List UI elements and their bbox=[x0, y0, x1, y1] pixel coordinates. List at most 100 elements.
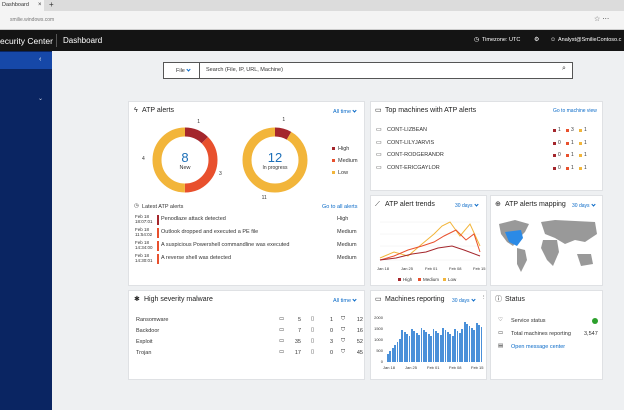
shape bbox=[517, 248, 527, 272]
report-bar bbox=[415, 333, 418, 362]
latest-title: Latest ATP alerts bbox=[142, 204, 184, 210]
donut-label: New bbox=[179, 165, 191, 171]
count-value: 3 bbox=[571, 127, 574, 133]
card-title: Top machines with ATP alerts bbox=[385, 107, 477, 114]
settings-icon[interactable]: ⚙ bbox=[534, 37, 540, 43]
left-nav bbox=[0, 51, 52, 410]
report-bar bbox=[403, 332, 406, 362]
card-icon: ϟ bbox=[134, 107, 138, 114]
count-swatch bbox=[579, 129, 582, 132]
alert-severity: Medium bbox=[337, 255, 357, 261]
report-bar bbox=[475, 323, 478, 362]
report-bar bbox=[444, 330, 447, 362]
latest-icon: ◷ bbox=[134, 203, 139, 209]
alert-time: 14:30:01 bbox=[135, 258, 153, 263]
close-tab[interactable]: × bbox=[38, 2, 42, 8]
range-dropdown[interactable]: 30 days bbox=[452, 298, 475, 304]
report-bar bbox=[471, 328, 473, 362]
legend-swatch bbox=[398, 278, 401, 281]
alert-text[interactable]: Penodlaze attack detected bbox=[161, 216, 226, 222]
alert-severity: Medium bbox=[337, 229, 357, 235]
collapse-icon[interactable]: ‹ bbox=[39, 56, 42, 63]
machine-name[interactable]: CONT-ERICGAYLOR bbox=[387, 164, 440, 171]
search-box[interactable] bbox=[163, 62, 573, 79]
machine-name[interactable]: CONT-LIZBEAN bbox=[387, 127, 428, 133]
malware-count: 45 bbox=[356, 350, 363, 356]
severity-bar bbox=[157, 228, 159, 238]
malware-name[interactable]: Ransomware bbox=[136, 317, 169, 323]
malware-icon: ⛉ bbox=[341, 327, 346, 333]
report-bar bbox=[396, 342, 399, 362]
machine-view-link[interactable]: Go to machine view bbox=[553, 108, 597, 114]
more-icon[interactable]: ⋮ bbox=[481, 295, 487, 301]
malware-icon: ⛉ bbox=[341, 316, 346, 322]
machine-name[interactable]: CONT-LILYJARVIS bbox=[387, 139, 435, 146]
report-bar bbox=[425, 332, 428, 362]
search-placeholder: Search (File, IP, URL, Machine) bbox=[206, 67, 283, 73]
report-bar bbox=[406, 334, 408, 362]
range-dropdown[interactable]: 30 days bbox=[455, 203, 478, 209]
range-dropdown[interactable]: All time bbox=[333, 109, 356, 116]
shape bbox=[541, 220, 597, 244]
search-filter[interactable]: File bbox=[176, 68, 190, 75]
donut-total: 8 bbox=[181, 150, 189, 165]
count-value: 1 bbox=[584, 139, 587, 146]
malware-count: 1 bbox=[329, 317, 333, 323]
malware-name[interactable]: Trojan bbox=[136, 350, 152, 356]
alert-text[interactable]: A reverse shell was detected bbox=[161, 255, 232, 261]
range-dropdown[interactable]: 30 days bbox=[572, 203, 595, 209]
x-tick-label: Jan 25 bbox=[405, 365, 418, 370]
count-swatch bbox=[553, 129, 556, 132]
url[interactable]: smilie.windows.com bbox=[10, 17, 55, 23]
report-bar bbox=[454, 329, 456, 362]
timezone[interactable]: Timezone: UTC bbox=[482, 37, 521, 43]
legend-label: Low bbox=[448, 277, 457, 282]
count-swatch bbox=[579, 166, 582, 170]
malware-name[interactable]: Backdoor bbox=[136, 328, 160, 334]
message-link[interactable]: Open message center bbox=[511, 344, 566, 350]
alert-text[interactable]: A suspicious Powershell commandline was … bbox=[161, 242, 290, 248]
search-separator bbox=[199, 62, 200, 79]
legend-label: Medium bbox=[338, 158, 358, 164]
shape bbox=[541, 240, 559, 266]
count-swatch bbox=[579, 141, 582, 145]
malware-icon: ▭ bbox=[279, 349, 285, 355]
malware-count: 3 bbox=[329, 339, 333, 345]
donut-value-label: 1 bbox=[197, 119, 201, 126]
expand-icon[interactable]: ⌄ bbox=[38, 96, 44, 102]
malware-icon: ▯ bbox=[311, 349, 315, 355]
alert-severity: High bbox=[337, 216, 349, 222]
malware-name[interactable]: Exploit bbox=[136, 339, 153, 345]
latest-link[interactable]: Go to all alerts bbox=[322, 204, 358, 210]
count-value: 1 bbox=[571, 139, 574, 146]
donut-label: In progress bbox=[262, 165, 288, 171]
total-icon: ▭ bbox=[498, 330, 504, 336]
x-tick-label: Jan 18 bbox=[377, 266, 390, 271]
alert-text[interactable]: Outlook dropped and executed a PE file bbox=[161, 229, 259, 235]
report-bar bbox=[408, 336, 411, 362]
report-bar bbox=[437, 333, 440, 362]
user-icon: ☺ bbox=[550, 37, 557, 43]
browser-icons[interactable]: ☆ ⋯ bbox=[594, 16, 610, 23]
new-tab[interactable]: + bbox=[49, 0, 54, 9]
malware-count: 0 bbox=[329, 328, 333, 334]
malware-count: 52 bbox=[356, 339, 363, 345]
card-title: High severity malware bbox=[144, 296, 213, 303]
count-value: 0 bbox=[558, 139, 561, 146]
malware-icon: ⛉ bbox=[341, 338, 346, 344]
report-bar bbox=[389, 351, 392, 362]
nav-active[interactable] bbox=[0, 52, 52, 69]
malware-count: 35 bbox=[294, 339, 301, 345]
report-bar bbox=[442, 328, 444, 362]
severity-bar bbox=[157, 215, 159, 225]
search-icon[interactable]: ⌕ bbox=[562, 65, 566, 72]
range-dropdown[interactable]: All time bbox=[333, 298, 356, 305]
tab[interactable] bbox=[0, 0, 44, 11]
x-tick-label: Feb 08 bbox=[449, 365, 462, 370]
user[interactable]: Analyst@SmilieContoso.c bbox=[558, 37, 622, 43]
malware-icon: ▯ bbox=[311, 316, 315, 322]
machine-icon: ▭ bbox=[376, 139, 382, 146]
machine-name[interactable]: CONT-RODGERANDR bbox=[387, 152, 444, 158]
alert-date: Feb 18 bbox=[135, 214, 150, 219]
